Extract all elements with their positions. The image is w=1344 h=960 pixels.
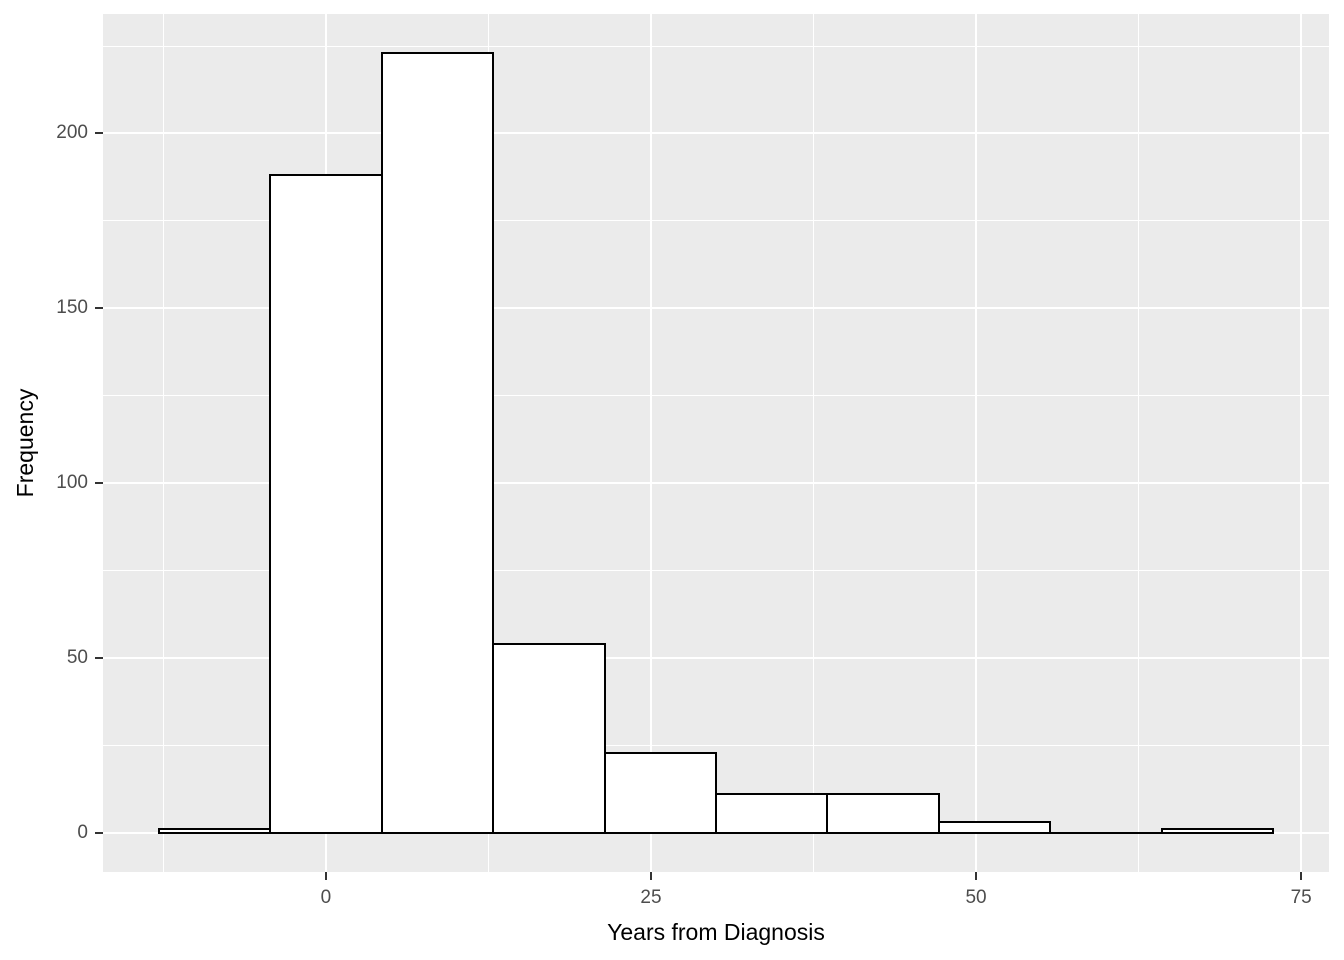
histogram-bar xyxy=(380,51,495,834)
histogram-bar xyxy=(715,793,829,834)
y-minor-gridline xyxy=(103,570,1329,572)
histogram-bar xyxy=(937,821,1052,834)
y-tick-mark xyxy=(95,482,103,485)
x-tick-mark xyxy=(649,872,652,880)
x-tick-label: 50 xyxy=(965,887,987,908)
y-tick-mark xyxy=(95,657,103,660)
histogram-bar xyxy=(603,751,717,834)
y-tick-label: 150 xyxy=(56,297,88,319)
y-tick-mark xyxy=(95,831,103,834)
x-tick-mark xyxy=(1300,872,1303,880)
y-major-gridline xyxy=(103,132,1329,135)
x-minor-gridline xyxy=(1138,14,1140,872)
x-minor-gridline xyxy=(162,14,164,872)
y-major-gridline xyxy=(103,307,1329,310)
histogram-bar xyxy=(826,793,940,834)
plot-panel xyxy=(103,14,1329,872)
x-tick-label: 25 xyxy=(640,887,662,908)
y-major-gridline xyxy=(103,657,1329,660)
x-tick-mark xyxy=(324,872,327,880)
x-minor-gridline xyxy=(813,14,815,872)
y-tick-label: 0 xyxy=(77,821,88,843)
x-tick-label: 0 xyxy=(320,887,332,908)
y-minor-gridline xyxy=(103,745,1329,747)
y-minor-gridline xyxy=(103,395,1329,397)
x-tick-mark xyxy=(975,872,978,880)
y-minor-gridline xyxy=(103,45,1329,47)
y-major-gridline xyxy=(103,482,1329,485)
x-major-gridline xyxy=(1300,14,1303,872)
y-tick-mark xyxy=(95,307,103,310)
histogram-bar xyxy=(157,828,272,834)
histogram-bar xyxy=(492,643,606,834)
y-tick-label: 200 xyxy=(56,122,88,144)
zero-count-bar-line xyxy=(1049,831,1163,834)
y-minor-gridline xyxy=(103,220,1329,222)
x-axis-title: Years from Diagnosis xyxy=(607,919,825,945)
y-tick-mark xyxy=(95,132,103,135)
x-tick-label: 75 xyxy=(1290,887,1312,908)
histogram-bar xyxy=(269,174,383,834)
y-tick-label: 100 xyxy=(56,472,88,494)
x-major-gridline xyxy=(975,14,978,872)
x-major-gridline xyxy=(649,14,652,872)
histogram-bar xyxy=(1160,828,1275,834)
y-tick-label: 50 xyxy=(66,647,88,669)
